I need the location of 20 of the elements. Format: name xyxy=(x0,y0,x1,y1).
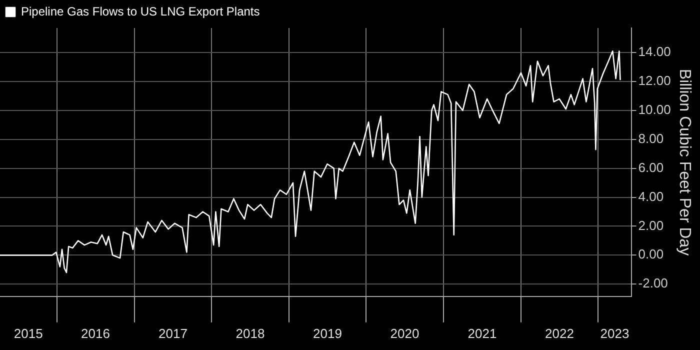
y-tick-label: 4.00 xyxy=(638,188,664,204)
y-tick-label: -2.00 xyxy=(638,276,668,291)
y-tick-label: 2.00 xyxy=(638,218,664,233)
y-tick-label: 6.00 xyxy=(638,160,664,175)
y-tick-label: 14.00 xyxy=(638,44,671,60)
x-tick-label: 2020 xyxy=(390,326,420,341)
legend-label: Pipeline Gas Flows to US LNG Export Plants xyxy=(21,4,260,18)
y-tick-label: 0.00 xyxy=(638,246,664,262)
x-tick-label: 2016 xyxy=(81,326,110,341)
y-tick-label: 12.00 xyxy=(638,73,671,88)
x-tick-label: 2022 xyxy=(545,326,574,341)
x-tick-label: 2021 xyxy=(468,326,497,341)
y-axis-title: Billion Cubic Feet Per Day xyxy=(676,68,693,256)
y-tick-label: 8.00 xyxy=(638,130,664,146)
x-tick-label: 2017 xyxy=(158,326,188,341)
y-tick-label: 10.00 xyxy=(638,102,671,118)
x-tick-label: 2023 xyxy=(600,326,630,341)
x-tick-label: 2018 xyxy=(236,326,265,341)
x-tick-label: 2015 xyxy=(14,326,43,341)
x-tick-label: 2019 xyxy=(313,326,342,341)
